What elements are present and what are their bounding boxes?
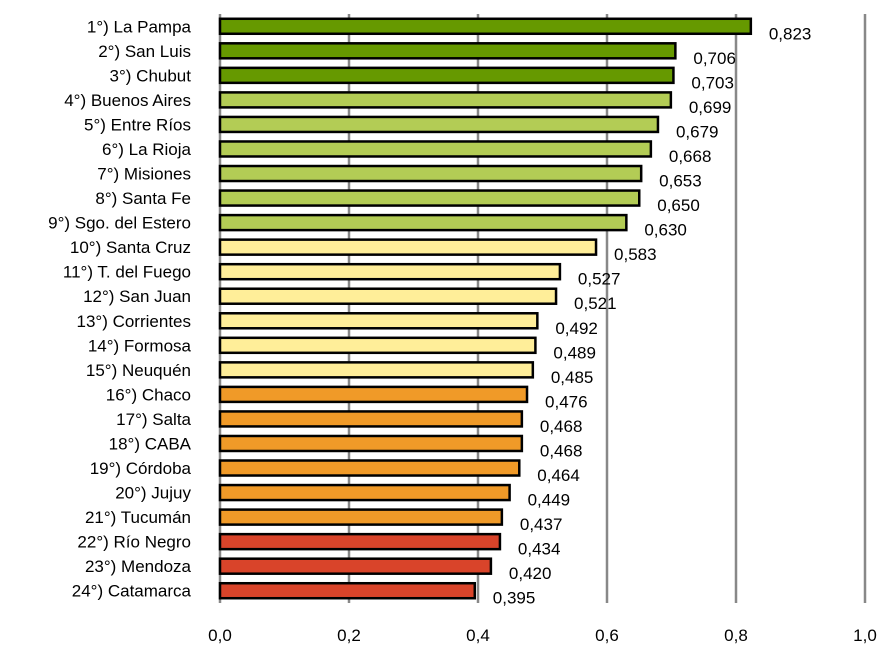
bar bbox=[218, 312, 539, 330]
bar bbox=[218, 238, 598, 256]
x-axis-tick-labels: 0,0 0,2 0,4 0,6 0,8 1,0 bbox=[208, 626, 877, 645]
category-label: 9°) Sgo. del Estero bbox=[48, 214, 191, 233]
bar bbox=[218, 91, 673, 109]
gridlines bbox=[218, 14, 867, 603]
category-label: 19°) Córdoba bbox=[90, 459, 192, 478]
bar bbox=[218, 287, 558, 305]
category-label: 13°) Corrientes bbox=[76, 312, 191, 331]
category-label: 21°) Tucumán bbox=[85, 508, 191, 527]
data-label: 0,668 bbox=[669, 147, 712, 166]
bar bbox=[218, 557, 493, 575]
category-label: 17°) Salta bbox=[116, 410, 191, 429]
data-label: 0,395 bbox=[493, 589, 536, 608]
category-label: 11°) T. del Fuego bbox=[63, 263, 191, 282]
data-label: 0,420 bbox=[509, 564, 552, 583]
category-label: 6°) La Rioja bbox=[102, 140, 192, 159]
x-tick-label: 0,8 bbox=[724, 626, 748, 645]
category-label: 24°) Catamarca bbox=[72, 582, 192, 601]
data-label: 0,706 bbox=[693, 49, 736, 68]
data-label: 0,521 bbox=[574, 294, 617, 313]
bar bbox=[218, 140, 653, 158]
bar bbox=[218, 336, 537, 355]
data-label: 0,434 bbox=[518, 540, 561, 559]
x-tick-label: 0,2 bbox=[337, 626, 361, 645]
data-label: 0,583 bbox=[614, 245, 657, 264]
data-label: 0,485 bbox=[551, 368, 594, 387]
category-label: 23°) Mendoza bbox=[85, 557, 192, 576]
category-label: 4°) Buenos Aires bbox=[64, 91, 191, 110]
bar bbox=[218, 459, 521, 477]
bar bbox=[218, 262, 562, 281]
bar bbox=[218, 17, 753, 36]
bar bbox=[218, 410, 524, 428]
bar bbox=[218, 508, 504, 526]
value-labels: 0,823 0,706 0,703 0,699 0,679 0,668 0,653 0,650… bbox=[493, 24, 812, 607]
category-label: 7°) Misiones bbox=[97, 165, 191, 184]
x-tick-label: 0,4 bbox=[466, 626, 490, 645]
bar bbox=[218, 434, 524, 453]
x-tick-label: 1,0 bbox=[853, 626, 877, 645]
bar bbox=[218, 385, 529, 404]
category-label: 20°) Jujuy bbox=[115, 484, 191, 503]
category-label: 5°) Entre Ríos bbox=[84, 115, 191, 134]
x-tick-label: 0,0 bbox=[208, 626, 232, 645]
data-label: 0,703 bbox=[691, 73, 734, 92]
data-label: 0,527 bbox=[578, 270, 621, 289]
bar bbox=[218, 483, 511, 502]
category-label: 18°) CABA bbox=[109, 434, 192, 453]
category-label: 2°) San Luis bbox=[98, 42, 191, 61]
category-label: 3°) Chubut bbox=[110, 66, 192, 85]
data-label: 0,489 bbox=[553, 343, 596, 362]
category-label: 22°) Río Negro bbox=[77, 533, 191, 552]
category-label: 1°) La Pampa bbox=[87, 17, 192, 36]
bar bbox=[218, 42, 677, 60]
category-label: 10°) Santa Cruz bbox=[70, 238, 191, 257]
data-label: 0,679 bbox=[676, 122, 719, 141]
data-label: 0,468 bbox=[540, 441, 583, 460]
data-label: 0,464 bbox=[537, 466, 580, 485]
category-label: 14°) Formosa bbox=[88, 336, 192, 355]
x-tick-label: 0,6 bbox=[595, 626, 619, 645]
data-label: 0,823 bbox=[769, 24, 812, 43]
data-label: 0,492 bbox=[555, 319, 598, 338]
data-label: 0,437 bbox=[520, 515, 563, 534]
bar bbox=[218, 361, 535, 379]
category-label: 15°) Neuquén bbox=[86, 361, 191, 380]
bar bbox=[218, 66, 675, 85]
category-labels: 1°) La Pampa 2°) San Luis 3°) Chubut 4°) Bu… bbox=[48, 17, 192, 600]
data-label: 0,630 bbox=[644, 221, 687, 240]
data-label: 0,468 bbox=[540, 417, 583, 436]
bar bbox=[218, 532, 502, 551]
bar bbox=[218, 581, 477, 600]
data-label: 0,449 bbox=[528, 491, 571, 510]
data-label: 0,650 bbox=[657, 196, 700, 215]
category-label: 8°) Santa Fe bbox=[95, 189, 191, 208]
data-label: 0,653 bbox=[659, 172, 702, 191]
data-label: 0,699 bbox=[689, 98, 732, 117]
category-label: 16°) Chaco bbox=[106, 385, 191, 404]
bar bbox=[218, 189, 641, 207]
bar bbox=[218, 213, 628, 232]
category-label: 12°) San Juan bbox=[83, 287, 191, 306]
bar bbox=[218, 164, 643, 183]
data-label: 0,476 bbox=[545, 392, 588, 411]
bars bbox=[218, 17, 753, 600]
bar bbox=[218, 115, 660, 134]
